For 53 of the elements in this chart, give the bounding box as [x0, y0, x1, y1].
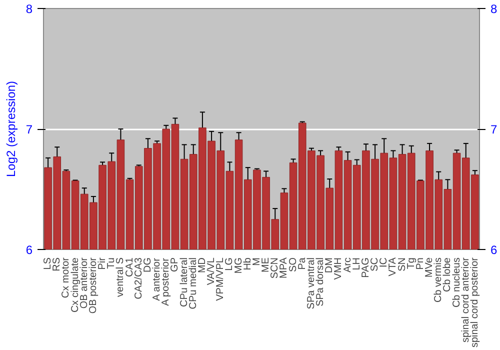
x-tick-label: MVe [424, 257, 436, 278]
x-tick-label: spinal cord posterior [469, 256, 480, 348]
x-tick-label: LH [351, 257, 362, 270]
y-tick-label: 7 [26, 122, 33, 136]
x-tick-label: Tg [406, 258, 417, 270]
x-tick-label: Cb nucleus [451, 258, 462, 308]
x-tick-label: CPu lateral [178, 258, 190, 307]
x-tick-label: PAG [360, 257, 372, 278]
x-tick-label: CPu medial [188, 257, 199, 310]
y-axis-title: Log2 (expression) [4, 80, 18, 178]
x-tick-label: DG [142, 257, 154, 272]
x-tick-label: SPa dorsal [315, 257, 326, 306]
x-tick-label: IC [378, 258, 390, 268]
x-tick-label: RS [52, 257, 63, 272]
x-tick-label: CA1 [124, 257, 136, 277]
x-tick-label: SCN [270, 257, 281, 279]
x-tick-label: OB posterior [88, 256, 99, 314]
x-tick-label: SC [370, 257, 381, 272]
y-tick-label: 6 [26, 243, 33, 257]
x-tick-label: ME [260, 257, 272, 272]
x-tick-label: Arc [342, 258, 354, 272]
x-tick-label: Tu [106, 257, 118, 269]
x-tick-label: DM [324, 257, 336, 274]
y2-tick-label: 8 [490, 2, 498, 16]
x-tick-label: LG [224, 257, 236, 271]
x-tick-label: Pir [97, 256, 108, 270]
x-tick-label: SPa ventral [306, 257, 317, 310]
x-tick-label: Cb lobe [442, 257, 454, 292]
x-tick-label: VMH [333, 257, 344, 280]
y2-tick-label: 7 [490, 122, 498, 136]
x-tick-label: Cx cingulate [70, 257, 81, 313]
x-tick-label: A anterior [152, 257, 163, 301]
x-tick-label: SO [288, 257, 299, 272]
x-tick-label: CA2/CA3 [133, 257, 144, 300]
x-tick-label: MD [196, 257, 208, 274]
x-tick-label: OB anterior [78, 256, 90, 309]
x-tick-label: VPM/VPL [215, 257, 226, 301]
y-tick-label: 8 [26, 2, 33, 16]
x-tick-label: A posterior [160, 257, 172, 306]
x-tick-label: GP [170, 257, 181, 272]
x-tick-label: spinal cord anterior [460, 256, 472, 343]
x-tick-label: Pn [414, 257, 426, 270]
y2-tick-label: 6 [490, 243, 498, 257]
x-tick-label: MG [233, 257, 244, 274]
x-tick-label: Cx motor [60, 256, 72, 298]
x-tick-label: SN [396, 257, 408, 272]
x-tick-label: ventral S [115, 257, 126, 297]
x-tick-label: VTA [388, 257, 399, 276]
x-tick-label: Pa [296, 257, 308, 270]
x-tick-label: MPA [278, 257, 290, 278]
x-tick-label: LS [42, 257, 54, 270]
x-tick-label: Hb [242, 257, 254, 270]
x-tick-label: M [251, 257, 262, 266]
